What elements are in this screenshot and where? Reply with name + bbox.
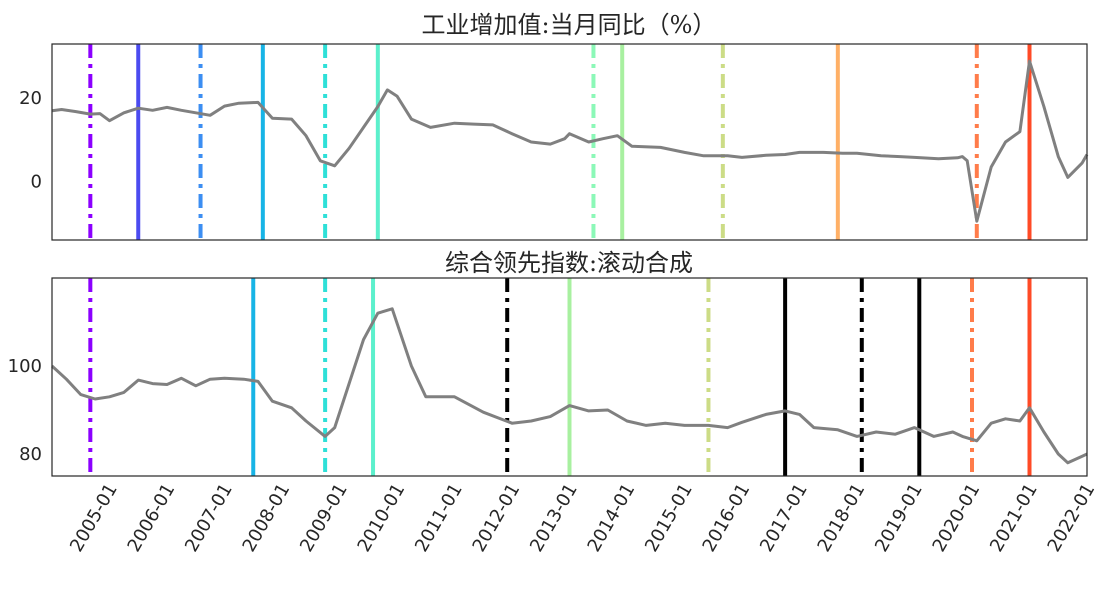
series-line-1 xyxy=(51,59,1089,223)
x-tick-label: 2020-01 xyxy=(929,480,985,556)
x-tick-label: 2013-01 xyxy=(526,480,582,556)
x-tick-label: 2014-01 xyxy=(584,480,640,556)
chart-title-leading-index: 综合领先指数:滚动合成 xyxy=(445,249,693,277)
x-tick-label: 2018-01 xyxy=(814,480,870,556)
y-tick-label: 80 xyxy=(19,444,42,465)
x-tick-label: 2006-01 xyxy=(124,480,180,556)
y-tick-label: 100 xyxy=(8,356,42,377)
x-tick-label: 2011-01 xyxy=(411,480,467,556)
x-tick-label: 2021-01 xyxy=(986,480,1042,556)
x-tick-label: 2016-01 xyxy=(699,480,755,556)
plot-frame xyxy=(51,277,1088,477)
y-tick-label: 20 xyxy=(19,88,42,109)
series-line-1 xyxy=(50,307,1088,465)
panel-industrial-output: 工业增加值:当月同比（%） 0 20 xyxy=(19,11,1089,241)
x-tick-label: 2007-01 xyxy=(181,480,237,556)
x-tick-label: 2010-01 xyxy=(354,480,410,556)
x-tick-label: 2005-01 xyxy=(66,480,122,556)
x-tick-label: 2009-01 xyxy=(296,480,352,556)
chart-title-industrial-output: 工业增加值:当月同比（%） xyxy=(422,11,717,39)
x-tick-label: 2019-01 xyxy=(871,480,927,556)
x-tick-label: 2008-01 xyxy=(239,480,295,556)
plot-frame xyxy=(51,43,1088,241)
x-tick-label: 2012-01 xyxy=(469,480,525,556)
x-tick-label: 2017-01 xyxy=(756,480,812,556)
x-tick-label: 2015-01 xyxy=(641,480,697,556)
x-tick-label: 2022-01 xyxy=(1044,480,1100,556)
y-tick-label: 0 xyxy=(31,172,42,193)
